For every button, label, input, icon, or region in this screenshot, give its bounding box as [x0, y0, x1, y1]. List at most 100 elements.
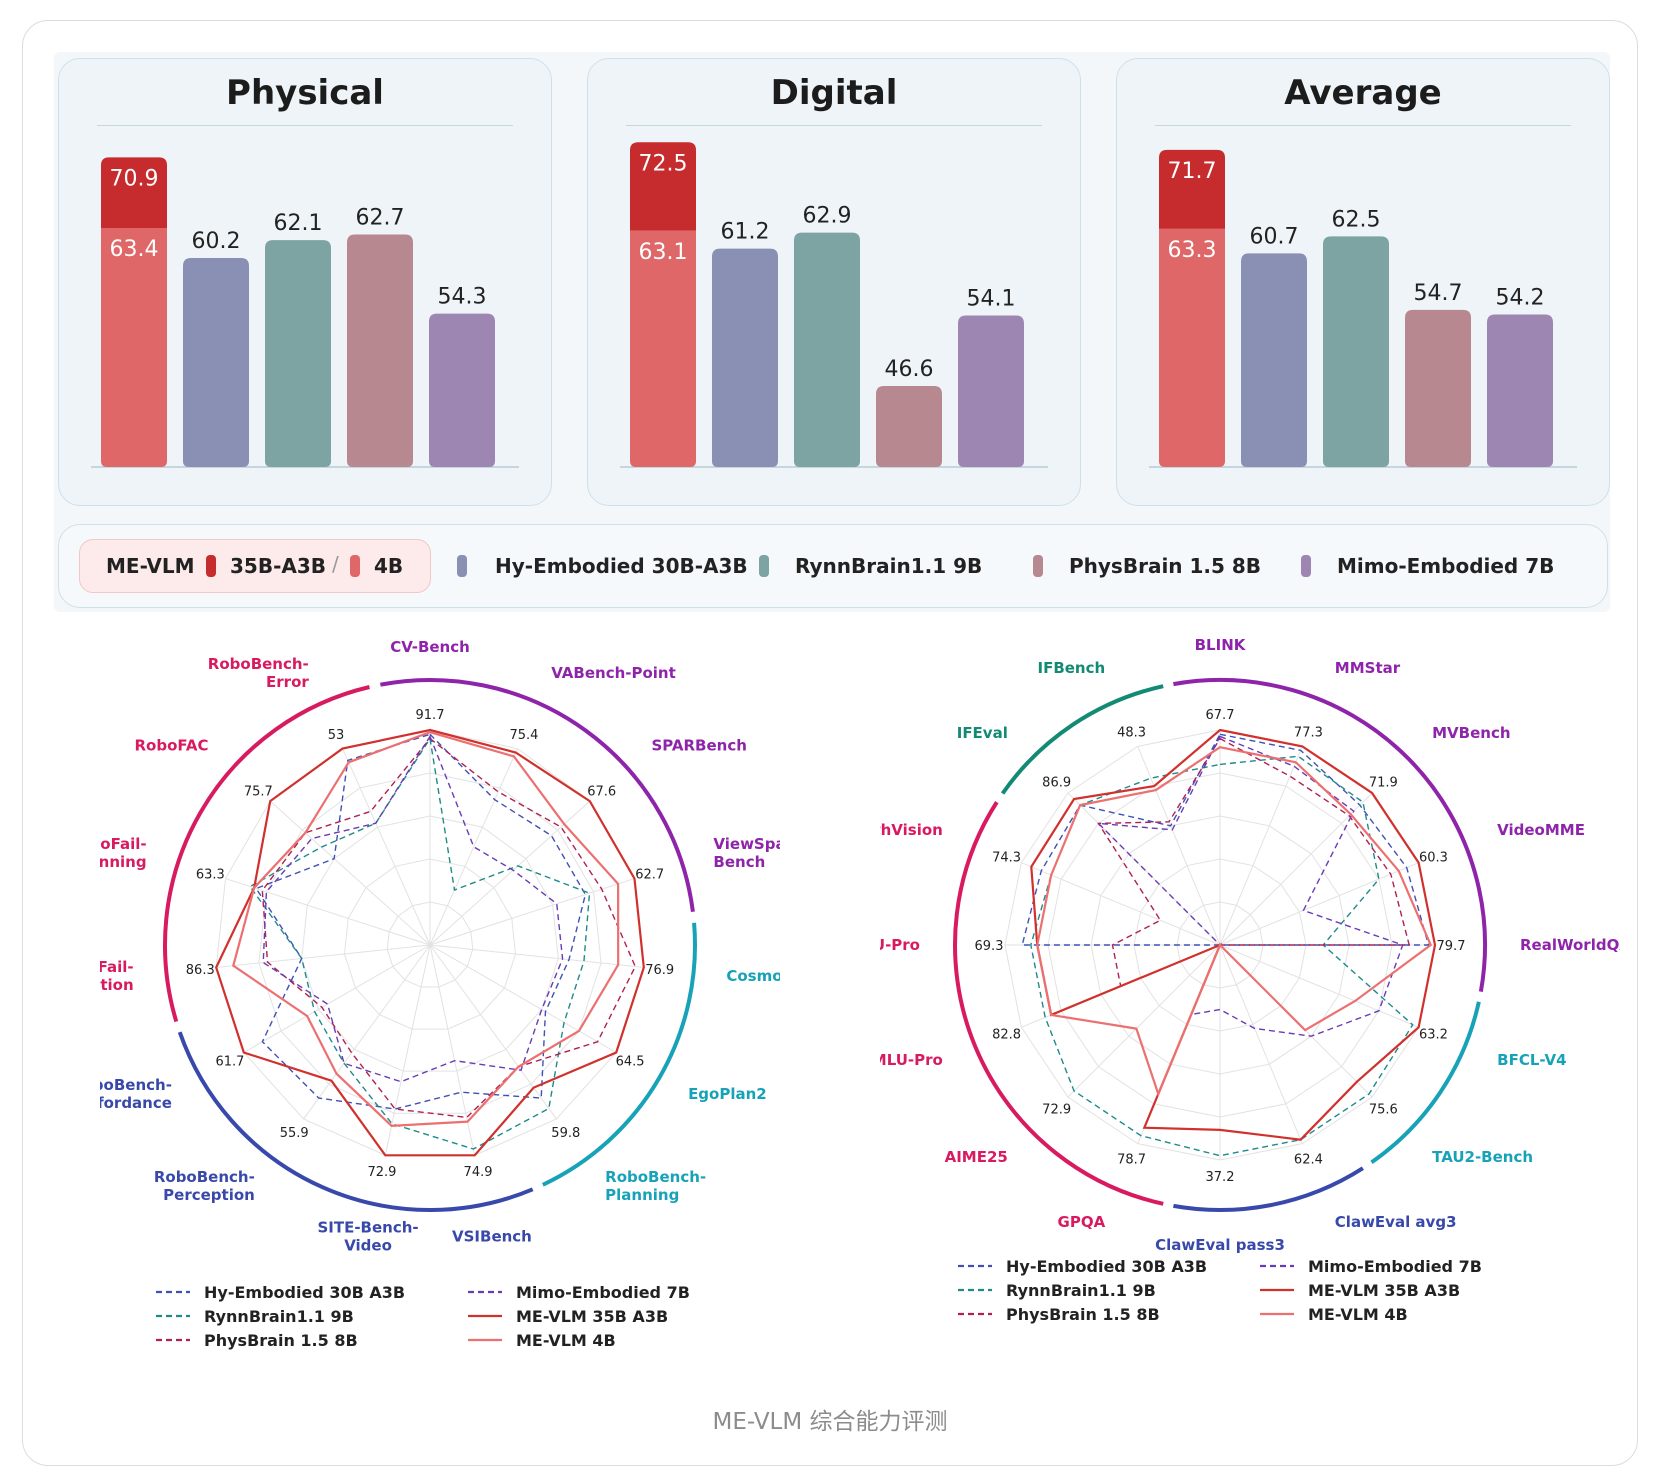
radar-legend-label: RynnBrain1.1 9B	[204, 1307, 354, 1326]
radar-spoke	[429, 944, 617, 1053]
bar-2	[1323, 236, 1389, 467]
bar-4	[1487, 314, 1553, 467]
radar-group-arc	[177, 1031, 534, 1212]
radar-spoke	[1137, 746, 1221, 946]
radar-axis-max: 75.4	[509, 728, 538, 743]
bar-1	[1241, 253, 1307, 467]
radar-series-4	[1030, 728, 1437, 1141]
radar-axis-label: AIME25	[945, 1148, 1008, 1166]
radar-axis-max: 67.6	[587, 784, 616, 799]
panel-rule	[626, 125, 1042, 126]
radar-axis-max: 69.3	[975, 939, 1004, 954]
radar-group-arc	[1370, 1001, 1481, 1165]
figure-caption: ME-VLM 综合能力评测	[712, 1409, 948, 1435]
radar-axis-label: RealWorldQA	[1520, 936, 1620, 954]
bar-value-label: 62.9	[803, 204, 852, 229]
radar-axis-label: MathVision	[880, 821, 943, 839]
radar-spoke	[429, 748, 518, 946]
radar-axis-label: VSIBench	[452, 1227, 532, 1245]
radar-group-arc	[1000, 684, 1164, 795]
radar-legend-label: ME-VLM 35B A3B	[1308, 1281, 1460, 1300]
legend-swatch-4b	[350, 555, 360, 577]
bar-me-vlm-4b	[101, 227, 167, 467]
radar-axis-label: EgoPlan2	[688, 1085, 767, 1103]
radar-axis-label: GPQA	[1058, 1213, 1106, 1231]
radar-spoke	[429, 800, 591, 946]
legend-rynn: RynnBrain1.1 9B	[795, 554, 983, 578]
panel-title-digital: Digital	[770, 73, 898, 113]
bar-me-vlm-35b	[630, 142, 696, 231]
radar-axis-label: ViewSpatial-Bench	[713, 835, 780, 871]
radar-axis-max: 72.9	[1042, 1102, 1071, 1117]
radar-spoke	[225, 878, 431, 946]
radar-axis-max: 55.9	[280, 1126, 309, 1141]
bar-2	[265, 240, 331, 467]
average-bar-chart: 71.7 63.3 60.7 62.5 54.7 54.2	[1149, 149, 1577, 468]
legend-phys: PhysBrain 1.5 8B	[1069, 554, 1262, 578]
radar-axis-label: IFBench	[1038, 659, 1106, 677]
radar-axis-max: 62.7	[635, 868, 664, 883]
bar-value-label: 54.2	[1496, 286, 1545, 311]
radar-axis-max: 75.7	[244, 784, 273, 799]
radar-axis-label: RoboBench-Planning	[605, 1168, 706, 1204]
bar-3	[347, 234, 413, 467]
radar-axis-max: 82.8	[992, 1027, 1021, 1042]
radar-axis-label: RoboBench-Affordance	[100, 1076, 172, 1112]
bar-value-label: 61.2	[721, 220, 770, 245]
radar-axis-max: 61.7	[215, 1055, 244, 1070]
bar-legend: ME-VLM 35B-A3B / 4B Hy-Embodied 30B-A3B …	[58, 524, 1608, 608]
radar-spoke	[342, 748, 431, 946]
radar-spoke	[429, 944, 557, 1120]
radar-axis-max: 78.7	[1117, 1152, 1146, 1167]
radar-legend-label: Mimo-Embodied 7B	[1308, 1257, 1482, 1276]
radar-axis-label: MMLU-Pro	[880, 1051, 943, 1069]
radar-axis-max: 86.3	[186, 963, 215, 978]
left-radar-chart: 91.7 CV-Bench 75.4 VABench-Point 67.6 SPARBen…	[100, 638, 780, 1350]
radar-axis-label: VideoMME	[1497, 821, 1585, 839]
radar-axis-label: VABench-Point	[551, 664, 676, 682]
bar-label-me-4b: 63.3	[1168, 238, 1217, 263]
radar-legend-label: PhysBrain 1.5 8B	[204, 1331, 358, 1350]
radar-axis-max: 53	[328, 728, 345, 743]
radar-legend-label: ME-VLM 4B	[1308, 1305, 1408, 1324]
me-vlm-legend-pill: ME-VLM 35B-A3B / 4B	[79, 539, 431, 593]
bar-1	[712, 248, 778, 467]
radar-spoke	[1219, 944, 1303, 1144]
radar-axis-max: 63.2	[1419, 1027, 1448, 1042]
radar-axis-label: MMMU-Pro	[880, 936, 920, 954]
radar-spoke	[1219, 746, 1303, 946]
legend-swatch-mimo	[1301, 555, 1311, 577]
radar-series-2	[1097, 737, 1411, 988]
radar-series-3	[1096, 735, 1404, 1037]
radar-axis-label: ClawEval avg3	[1335, 1213, 1457, 1231]
panel-title-average: Average	[1284, 73, 1442, 113]
radar-axis-label: TAU2-Bench	[1432, 1148, 1533, 1166]
radar-axis-label: RoboBench-Perception	[154, 1168, 255, 1204]
bar-label-me-35b: 70.9	[110, 166, 159, 191]
radar-legend-label: Hy-Embodied 30B A3B	[1006, 1257, 1207, 1276]
radar-axis-max: 86.9	[1042, 776, 1071, 791]
right-radar-chart: 67.7 BLINK 77.3 MMStar 71.9 MVBench 60.3 VideoM…	[880, 636, 1620, 1324]
bar-me-vlm-4b	[630, 230, 696, 467]
radar-spoke	[429, 878, 635, 946]
bar-4	[429, 313, 495, 467]
radar-axis-label: IFEval	[957, 724, 1008, 742]
radar-axis-max: 79.7	[1437, 939, 1466, 954]
radar-group-arc	[1173, 1166, 1364, 1212]
panel-rule	[1155, 125, 1571, 126]
bar-value-label: 62.1	[274, 211, 323, 236]
radar-axis-label: RoboFAC	[134, 737, 208, 755]
radar-axis-max: 48.3	[1117, 726, 1146, 741]
legend-mimo: Mimo-Embodied 7B	[1337, 554, 1555, 578]
panel-title-physical: Physical	[226, 73, 384, 113]
bar-4	[958, 315, 1024, 467]
radar-axis-max: 63.3	[196, 868, 225, 883]
radar-axis-label: RoboBench-Error	[208, 655, 310, 691]
legend-me-label: ME-VLM	[106, 554, 195, 578]
radar-grid-ring	[386, 901, 474, 988]
radar-legend-label: RynnBrain1.1 9B	[1006, 1281, 1156, 1300]
radar-group-arc	[953, 801, 1164, 1206]
radar-group-arc	[163, 685, 370, 1023]
bar-3	[876, 386, 942, 467]
radar-series-1	[249, 736, 591, 1150]
